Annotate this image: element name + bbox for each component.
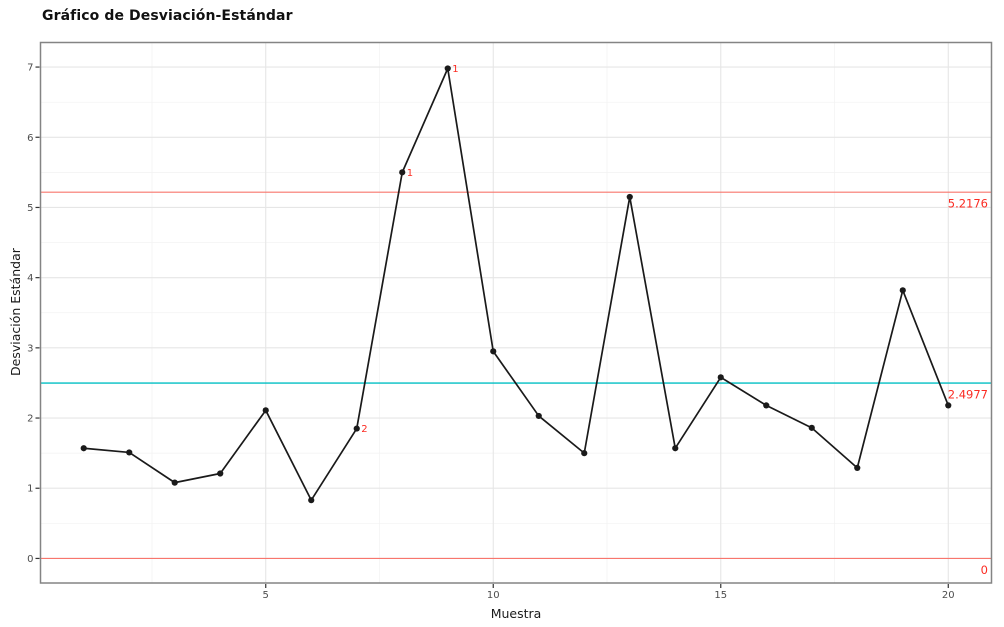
y-axis-tick-label: 0 <box>27 554 33 565</box>
y-axis-title: Desviación Estándar <box>8 248 23 377</box>
data-point <box>171 479 178 486</box>
y-axis-tick-label: 1 <box>27 484 33 495</box>
data-point <box>808 424 815 431</box>
panel-border <box>39 41 993 584</box>
data-point <box>80 445 87 452</box>
x-axis-tick-label: 10 <box>487 590 500 601</box>
data-point <box>626 193 633 201</box>
data-point <box>308 497 315 504</box>
data-point <box>399 169 406 176</box>
data-point <box>353 425 360 432</box>
y-axis-tick-label: 3 <box>27 343 33 354</box>
data-point <box>854 464 861 471</box>
data-point <box>899 287 906 294</box>
y-axis-tick-label: 5 <box>27 203 33 214</box>
data-point <box>126 449 133 456</box>
data-point <box>262 407 269 414</box>
data-point <box>444 65 451 72</box>
data-point <box>717 374 724 381</box>
data-point <box>763 402 770 409</box>
data-line <box>83 67 950 502</box>
ucl-value-label: 5.2176 <box>948 197 988 211</box>
data-point <box>581 450 588 457</box>
point-violation-label: 2 <box>361 424 367 435</box>
x-axis-tick-label: 20 <box>942 590 955 601</box>
data-point <box>945 402 952 409</box>
data-point <box>217 470 224 477</box>
y-axis-tick-label: 4 <box>27 273 33 284</box>
y-axis-tick-label: 6 <box>27 133 33 144</box>
data-point <box>535 412 542 420</box>
data-point <box>490 348 497 355</box>
y-axis-tick-label: 7 <box>27 63 33 74</box>
point-violation-label: 1 <box>407 168 413 179</box>
point-violation-label: 1 <box>452 64 458 75</box>
center-line-value-label: 2.4977 <box>948 388 988 402</box>
x-axis-tick-label: 15 <box>714 590 727 601</box>
x-axis-tick-label: 5 <box>263 590 269 601</box>
data-point <box>672 445 679 452</box>
chart-title: Gráfico de Desviación-Estándar <box>42 8 293 24</box>
lcl-value-label: 0 <box>981 563 988 577</box>
x-axis-title: Muestra <box>490 606 542 621</box>
y-axis-tick-label: 2 <box>27 414 33 425</box>
